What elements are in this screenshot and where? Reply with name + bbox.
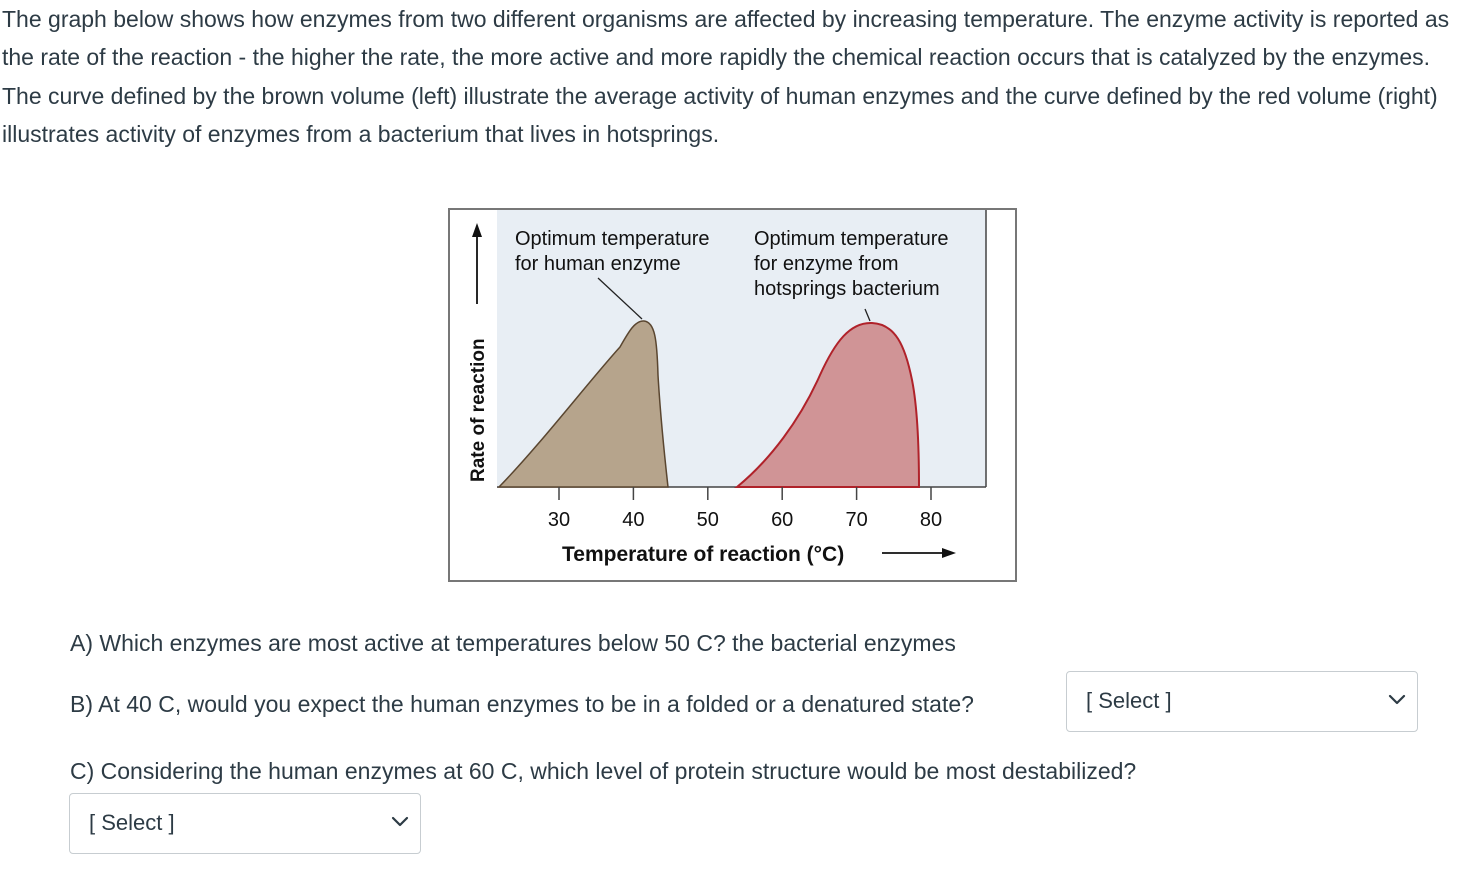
- question-a: A) Which enzymes are most active at temp…: [70, 630, 956, 656]
- bacteria-optimum-label-3: hotsprings bacterium: [754, 278, 940, 300]
- y-axis-arrow-head: [472, 223, 482, 237]
- human-optimum-label-2: for human enzyme: [515, 253, 681, 275]
- select-c-value: [ Select ]: [89, 810, 175, 835]
- human-enzyme-curve: [497, 320, 669, 488]
- enzyme-chart: Optimum temperature for human enzyme Opt…: [468, 210, 987, 566]
- x-tick-label: 80: [920, 509, 942, 531]
- question-intro: The graph below shows how enzymes from t…: [2, 6, 1450, 147]
- bacteria-optimum-label-1: Optimum temperature: [754, 228, 949, 250]
- x-axis-arrow-head: [942, 548, 956, 558]
- bacteria-optimum-pointer: [864, 308, 871, 322]
- x-tick-label: 70: [845, 509, 867, 531]
- y-axis-label: Rate of reaction: [468, 338, 489, 482]
- x-axis-label: Temperature of reaction (°C): [562, 543, 844, 566]
- chevron-down-icon: [1388, 694, 1406, 705]
- answer-select-c[interactable]: [ Select ]: [69, 793, 421, 854]
- question-c: C) Considering the human enzymes at 60 C…: [70, 758, 1137, 784]
- x-tick-label: 60: [771, 509, 793, 531]
- enzyme-temperature-figure: Optimum temperature for human enzyme Opt…: [448, 208, 1017, 582]
- human-optimum-pointer: [597, 277, 643, 320]
- bacteria-optimum-label-2: for enzyme from: [754, 253, 898, 275]
- x-tick-label: 30: [548, 509, 570, 531]
- x-tick-label: 50: [697, 509, 719, 531]
- x-ticks: 30 40 50 60 70 80: [548, 487, 942, 531]
- question-b: B) At 40 C, would you expect the human e…: [70, 691, 974, 717]
- select-b-value: [ Select ]: [1086, 688, 1172, 713]
- x-tick-label: 40: [622, 509, 644, 531]
- chevron-down-icon: [391, 816, 409, 827]
- answer-select-b[interactable]: [ Select ]: [1066, 671, 1418, 732]
- bacteria-enzyme-curve: [734, 321, 921, 488]
- human-optimum-label-1: Optimum temperature: [515, 228, 710, 250]
